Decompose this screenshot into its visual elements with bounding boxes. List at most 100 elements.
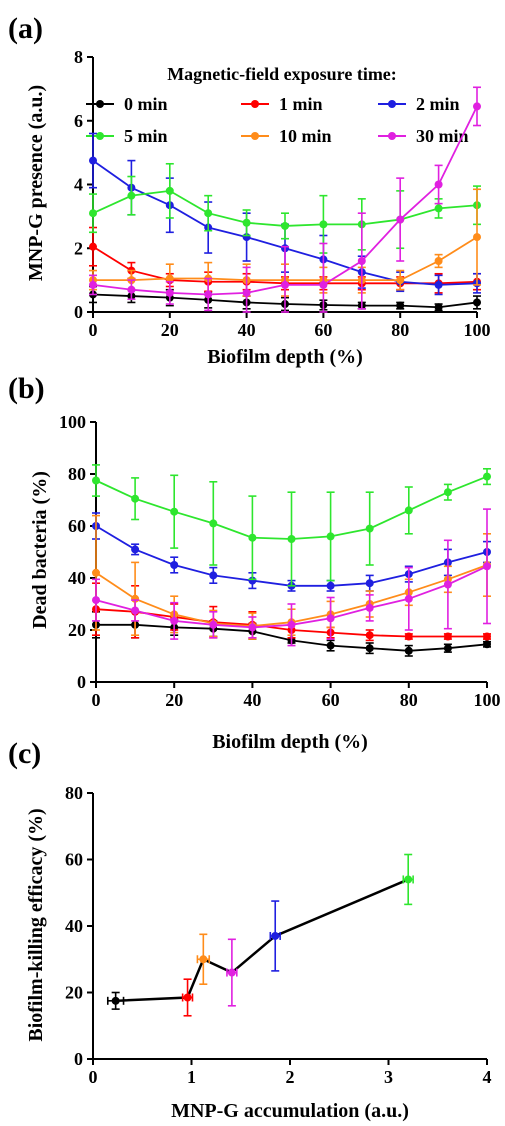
x-tick-label-2: 0 xyxy=(89,1067,98,1087)
data-point xyxy=(396,301,405,310)
data-point xyxy=(319,220,328,229)
data-point xyxy=(326,581,335,590)
data-point xyxy=(92,596,100,605)
data-point xyxy=(170,561,179,569)
data-point xyxy=(443,644,452,653)
data-point xyxy=(165,186,174,195)
data-point xyxy=(242,218,251,227)
y-tick-label-2: 60 xyxy=(65,850,83,870)
data-point xyxy=(170,616,179,625)
data-point xyxy=(404,594,413,603)
data-point xyxy=(127,285,136,294)
data-point xyxy=(365,631,374,640)
data-point xyxy=(127,191,136,200)
x-tick-label-1: 40 xyxy=(243,690,261,710)
data-point xyxy=(483,640,491,649)
data-point xyxy=(434,257,443,265)
legend-swatch-marker xyxy=(251,100,259,108)
data-point xyxy=(434,180,443,189)
data-point xyxy=(365,603,374,612)
data-point xyxy=(89,156,97,165)
y-tick-label-2: 40 xyxy=(65,916,83,936)
panel-a: (a) Biofilm depth (%) MNP-G presence (a.… xyxy=(8,12,491,368)
data-point xyxy=(131,545,140,554)
data-point xyxy=(204,290,213,299)
data-point xyxy=(89,280,97,289)
data-point xyxy=(271,931,280,940)
legend-label: 10 min xyxy=(279,126,332,146)
legend-swatch-marker xyxy=(388,132,396,140)
x-tick-label-0: 40 xyxy=(238,320,256,340)
data-point xyxy=(165,288,174,297)
data-point xyxy=(357,257,366,265)
x-axis-label-a: Biofilm depth (%) xyxy=(207,346,363,368)
data-point xyxy=(326,614,335,623)
data-point xyxy=(483,472,491,481)
y-tick-label-0: 0 xyxy=(74,302,83,322)
data-point xyxy=(227,968,236,977)
x-tick-label-1: 100 xyxy=(474,690,501,710)
x-tick-label-2: 4 xyxy=(483,1067,492,1087)
x-tick-label-0: 100 xyxy=(464,320,491,340)
data-point xyxy=(483,632,491,641)
x-tick-label-2: 2 xyxy=(286,1067,295,1087)
data-point xyxy=(483,562,491,571)
data-point xyxy=(473,298,481,307)
legend-title: Magnetic-field exposure time: xyxy=(167,64,397,84)
data-point xyxy=(365,524,374,533)
y-tick-label-1: 40 xyxy=(68,568,86,588)
x-tick-label-2: 1 xyxy=(187,1067,196,1087)
data-point xyxy=(404,875,413,884)
x-tick-label-0: 80 xyxy=(391,320,409,340)
data-point xyxy=(434,280,443,289)
trend-line xyxy=(115,878,409,1003)
x-tick-label-0: 20 xyxy=(161,320,179,340)
data-point xyxy=(473,233,481,242)
data-point xyxy=(131,606,140,615)
y-axis-label-b: Dead bacteria (%) xyxy=(29,471,51,629)
legend-swatch-marker xyxy=(388,100,396,108)
data-point xyxy=(404,646,413,655)
plot-area-a: 0 20 40 60 80 100 0 2 4 6 8 xyxy=(74,47,491,340)
data-point xyxy=(396,276,405,285)
data-point xyxy=(287,620,296,629)
y-tick-label-2: 0 xyxy=(74,1049,83,1069)
data-point xyxy=(434,204,443,213)
legend-swatch-marker xyxy=(96,132,104,140)
data-point xyxy=(365,579,374,588)
x-axis-label-c: MNP-G accumulation (a.u.) xyxy=(171,1100,409,1122)
x-tick-label-0: 60 xyxy=(314,320,332,340)
data-point xyxy=(443,580,452,589)
data-point xyxy=(248,623,257,632)
data-point xyxy=(170,507,179,516)
panel-label-c: (c) xyxy=(8,737,41,770)
data-point xyxy=(473,102,481,111)
legend-label: 5 min xyxy=(124,126,168,146)
y-tick-label-2: 20 xyxy=(65,983,83,1003)
x-tick-label-2: 3 xyxy=(384,1067,393,1087)
x-tick-label-1: 60 xyxy=(322,690,340,710)
y-tick-label-1: 80 xyxy=(68,464,86,484)
data-point xyxy=(319,280,328,289)
data-point xyxy=(242,288,251,297)
y-tick-label-1: 20 xyxy=(68,620,86,640)
x-tick-label-1: 80 xyxy=(400,690,418,710)
data-point xyxy=(131,494,140,503)
legend: 0 min 1 min 2 min 5 min 10 min 30 min xyxy=(86,94,469,146)
panel-b: (b) Biofilm depth (%) Dead bacteria (%) … xyxy=(8,372,501,753)
legend-swatch-marker xyxy=(251,132,259,140)
data-point xyxy=(443,488,452,497)
data-point xyxy=(183,993,192,1002)
data-point xyxy=(326,532,335,541)
data-point xyxy=(326,641,335,650)
panel-c: (c) MNP-G accumulation (a.u.) Biofilm-ki… xyxy=(8,737,492,1122)
x-tick-label-0: 0 xyxy=(89,320,98,340)
legend-label: 1 min xyxy=(279,94,323,114)
y-tick-label-0: 6 xyxy=(74,111,83,131)
plot-area-b: 0 20 40 60 80 100 0 20 40 60 80 100 xyxy=(59,412,501,710)
data-point xyxy=(434,303,443,312)
x-axis-label-b: Biofilm depth (%) xyxy=(212,731,368,753)
data-point xyxy=(281,221,289,230)
